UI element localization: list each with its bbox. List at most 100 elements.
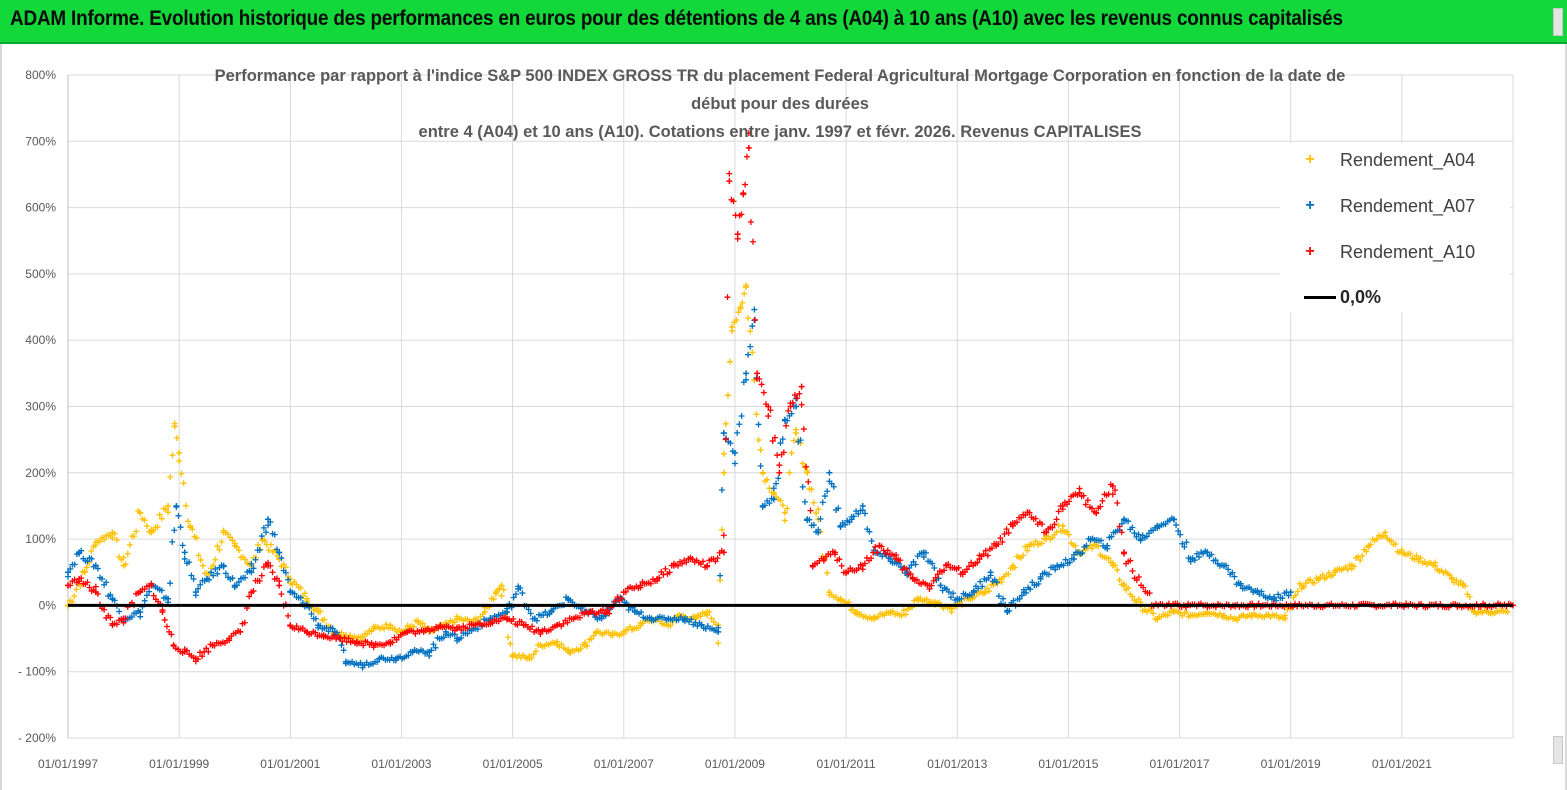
- marker-a07: [1020, 589, 1027, 596]
- y-tick-label: 0%: [39, 598, 57, 612]
- marker-a10: [738, 211, 745, 218]
- marker-a04: [737, 304, 744, 311]
- marker-a04: [887, 609, 894, 616]
- marker-a04: [387, 622, 394, 629]
- marker-a04: [227, 534, 234, 541]
- marker-a04: [532, 648, 539, 655]
- marker-a07: [1170, 516, 1177, 523]
- marker-a04: [1020, 552, 1027, 559]
- marker-a04: [189, 526, 196, 533]
- marker-a07: [99, 575, 106, 582]
- marker-a10: [1089, 505, 1095, 512]
- marker-a04: [220, 529, 227, 536]
- marker-a10: [65, 582, 71, 589]
- marker-a04: [793, 430, 800, 437]
- marker-a04: [133, 528, 140, 535]
- marker-a10: [955, 564, 962, 571]
- marker-a07: [165, 595, 172, 602]
- marker-a04: [735, 309, 742, 316]
- marker-a10: [1032, 515, 1039, 522]
- marker-a10: [876, 542, 883, 549]
- marker-a07: [819, 499, 826, 506]
- legend-item-zero: 0,0%: [1280, 283, 1381, 311]
- marker-a04: [185, 518, 192, 525]
- marker-a04: [781, 509, 788, 516]
- marker-a04: [609, 632, 616, 639]
- marker-a10: [137, 589, 144, 596]
- marker-a10: [148, 582, 155, 589]
- marker-a10: [1066, 498, 1073, 505]
- marker-a04: [113, 536, 120, 543]
- marker-a07: [440, 634, 447, 641]
- marker-a10: [982, 547, 989, 554]
- marker-a10: [730, 198, 737, 205]
- marker-a10: [874, 549, 881, 556]
- marker-a07: [195, 585, 202, 592]
- marker-a07: [208, 569, 215, 576]
- marker-a07: [1254, 589, 1261, 596]
- chart-title: Performance par rapport à l'indice S&P 5…: [170, 62, 1390, 146]
- marker-a07: [1181, 543, 1188, 550]
- marker-a04: [1005, 570, 1012, 577]
- marker-a04: [637, 622, 644, 629]
- marker-a07: [442, 628, 449, 635]
- marker-a07: [801, 498, 808, 505]
- x-tick-label: 01/01/2013: [927, 757, 987, 771]
- marker-a07: [84, 558, 91, 565]
- marker-a10: [872, 543, 879, 550]
- marker-a10: [687, 555, 694, 562]
- marker-a10: [699, 558, 706, 565]
- marker-a07: [826, 469, 833, 476]
- marker-a07: [1221, 562, 1227, 569]
- marker-a10: [1084, 497, 1091, 504]
- marker-a07: [1098, 537, 1105, 544]
- marker-a10: [510, 615, 517, 622]
- marker-a07: [945, 589, 952, 596]
- marker-a10: [192, 655, 199, 662]
- marker-a10: [320, 632, 327, 639]
- marker-a10: [92, 589, 99, 596]
- marker-a07: [192, 589, 199, 596]
- marker-a04: [1109, 562, 1116, 569]
- marker-a07: [186, 559, 193, 566]
- marker-a10: [742, 181, 749, 188]
- marker-a04: [1392, 541, 1399, 548]
- marker-a10: [980, 551, 987, 558]
- marker-a04: [69, 598, 76, 605]
- marker-a10: [1005, 529, 1012, 536]
- marker-a10: [1146, 590, 1153, 597]
- marker-a07: [515, 585, 522, 592]
- marker-a04: [1116, 576, 1123, 583]
- marker-a07: [937, 582, 944, 589]
- marker-a04: [182, 502, 189, 509]
- marker-a07: [1229, 569, 1236, 576]
- marker-a07: [103, 579, 110, 586]
- marker-a04: [965, 595, 972, 602]
- marker-a04: [73, 586, 80, 593]
- marker-a10: [1018, 514, 1025, 521]
- marker-a04: [126, 541, 133, 548]
- marker-a07: [950, 590, 957, 597]
- marker-a07: [866, 528, 873, 535]
- marker-a10: [360, 642, 367, 649]
- marker-a07: [731, 449, 738, 456]
- marker-a07: [837, 522, 844, 529]
- marker-a07: [954, 595, 961, 602]
- marker-a07: [638, 609, 645, 616]
- marker-a07: [1179, 540, 1186, 547]
- marker-a04: [743, 284, 750, 291]
- marker-a04: [255, 541, 262, 548]
- marker-a07: [531, 615, 538, 622]
- marker-a04: [1348, 562, 1355, 569]
- marker-a10: [470, 622, 477, 629]
- x-tick-label: 01/01/2001: [260, 757, 320, 771]
- marker-a10: [1080, 492, 1087, 499]
- marker-a04: [1265, 612, 1272, 619]
- marker-a04: [130, 533, 137, 540]
- marker-a04: [96, 538, 103, 545]
- marker-a04: [81, 569, 88, 576]
- marker-a04: [498, 592, 505, 599]
- marker-a07: [1191, 557, 1198, 564]
- marker-a07: [291, 590, 298, 597]
- marker-a07: [855, 510, 862, 517]
